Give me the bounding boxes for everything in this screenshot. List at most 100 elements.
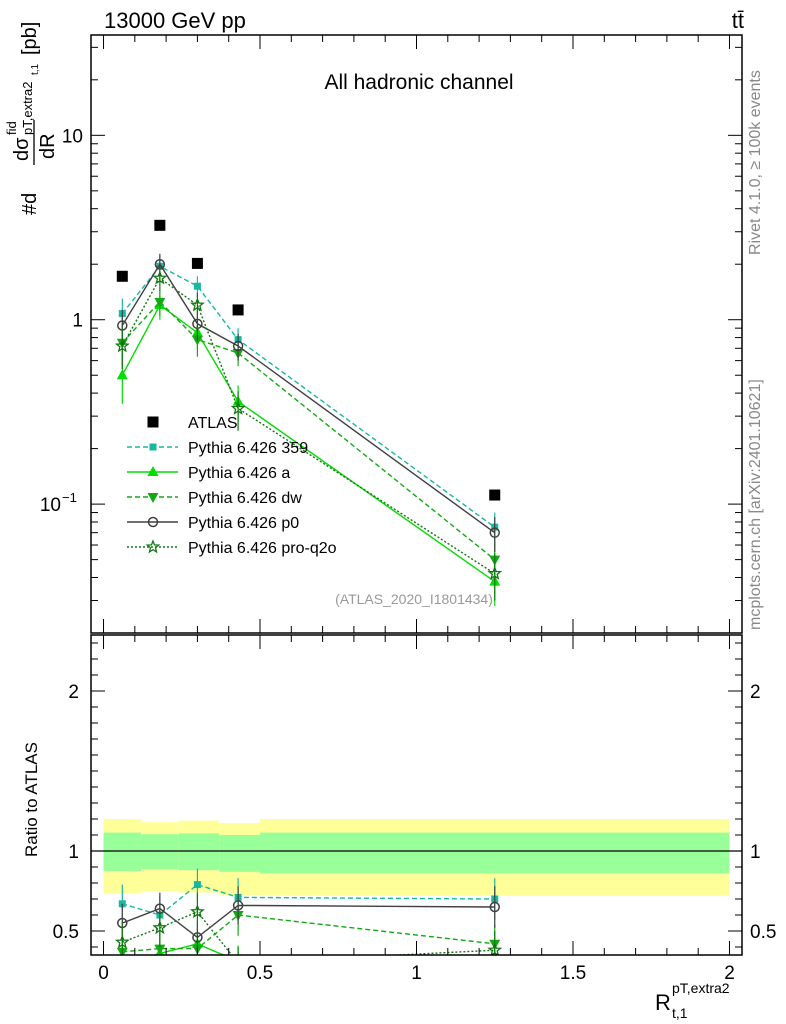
ratio-point (232, 900, 244, 911)
data-point (489, 527, 500, 538)
ratio-y-tick-label: 0.5 (53, 922, 79, 943)
ratio-line (122, 904, 495, 939)
ratio-panel: 0.5 0.5 1 1 2 2 0 0.5 1 1.5 2 Ratio to ATLAS R pT,… (22, 634, 776, 1021)
legend-label: Pythia 6.426 359 (188, 440, 308, 457)
legend-entry: ATLAS (147, 415, 238, 432)
legend-marker (147, 493, 159, 503)
series-3 (116, 289, 501, 582)
legend-entry: Pythia 6.426 a (127, 465, 290, 482)
svg-text:t,1: t,1 (30, 63, 41, 75)
ratio-series-3 (117, 886, 500, 954)
ratio-point (192, 932, 203, 943)
data-point (152, 270, 168, 285)
series-line (121, 277, 496, 575)
energy-label: 13000 GeV pp (104, 8, 246, 33)
ylabel-sub: pT,extra2 (20, 82, 35, 135)
legend-marker (147, 416, 159, 428)
data-point (154, 219, 166, 231)
ratio-point (152, 920, 168, 935)
x-axis-label-sup: pT,extra2 (672, 980, 730, 996)
ratio-line (152, 943, 226, 955)
ratio-point (154, 944, 166, 955)
x-tick-label: 0.5 (247, 963, 273, 984)
rivet-version-label: Rivet 4.1.0, ≥ 100k events (747, 70, 764, 255)
ratio-series-1 (117, 927, 497, 969)
data-point (489, 489, 501, 501)
series-0 (116, 219, 501, 501)
data-point (232, 340, 244, 352)
series-line (121, 262, 496, 534)
ratio-y-tick-label-right: 1 (750, 842, 761, 863)
x-tick-label: 1 (411, 963, 422, 984)
series-5 (114, 267, 503, 601)
series-line (121, 265, 496, 528)
chart-title: All hadronic channel (324, 71, 513, 94)
ratio-point (489, 901, 500, 913)
x-tick-label: 0 (98, 963, 109, 984)
x-tick-label: 2 (724, 963, 735, 984)
data-point (232, 304, 244, 316)
data-point (191, 257, 203, 269)
legend-label: Pythia 6.426 p0 (188, 515, 299, 532)
legend-entry: Pythia 6.426 pro-q2o (127, 539, 337, 557)
ratio-point (114, 934, 130, 949)
legend-entry: Pythia 6.426 dw (127, 490, 302, 507)
legend-entry: Pythia 6.426 359 (127, 440, 308, 457)
ratio-y-tick-label: 1 (68, 842, 79, 863)
analysis-watermark: (ATLAS_2020_I1801434) (335, 591, 493, 607)
ratio-series-4 (114, 892, 503, 968)
legend-label: ATLAS (188, 415, 238, 432)
svg-text:dσ: dσ (11, 137, 33, 161)
svg-text:#d: #d (19, 193, 41, 215)
process-label: tt̄ (732, 8, 744, 33)
legend-entry: Pythia 6.426 p0 (127, 515, 299, 532)
legend-marker (147, 466, 159, 476)
svg-text:pT,extra2: pT,extra2 (20, 82, 35, 135)
legend-marker (149, 443, 157, 451)
ylabel-unit: [pb] (19, 22, 41, 55)
stat-uncertainty-band (141, 834, 179, 870)
svg-text:fid: fid (4, 121, 19, 135)
ratio-point (190, 903, 205, 919)
stat-uncertainty-band (260, 832, 730, 874)
ratio-point (487, 942, 503, 955)
y-tick-label: 10 (40, 495, 61, 516)
svg-text:dR: dR (37, 133, 59, 159)
main-y-axis-label: #d dσ fid pT,extra2 t,1 dR [pb] (4, 22, 59, 215)
y-tick-label: 10 (62, 126, 83, 147)
ylabel-denominator: dR (37, 133, 59, 159)
main-plot-content (114, 219, 503, 607)
ylabel-numerator: dσ (11, 137, 33, 161)
legend-marker (145, 539, 161, 554)
data-point (190, 297, 205, 312)
series-1 (118, 256, 499, 546)
ylabel-prefix: #d (19, 193, 41, 215)
x-axis-label: R (655, 990, 671, 1015)
data-point (116, 270, 128, 282)
ratio-line (122, 883, 495, 916)
ratio-y-tick-label-right: 2 (750, 682, 761, 703)
stat-uncertainty-band (178, 833, 220, 871)
data-point (193, 282, 201, 290)
y-tick-label-exponent: −1 (62, 490, 77, 505)
ratio-point (233, 955, 244, 965)
data-point (114, 338, 130, 353)
ratio-y-tick-label: 2 (68, 682, 79, 703)
ratio-point (117, 959, 128, 969)
data-point (230, 400, 246, 415)
data-point (487, 565, 503, 580)
ratio-axes: 0.5 0.5 1 1 2 2 0 0.5 1 1.5 2 (53, 635, 776, 984)
ratio-point (232, 957, 243, 968)
legend-label: Pythia 6.426 dw (188, 490, 302, 507)
series-4 (117, 253, 500, 552)
source-label: mcplots.cern.ch [arXiv:2401.10621] (747, 379, 764, 630)
ratio-line (122, 914, 495, 953)
data-point (116, 369, 128, 380)
ratio-point (193, 881, 201, 889)
ratio-plot-content (91, 819, 742, 969)
stat-uncertainty-band (103, 832, 142, 871)
legend-label: Pythia 6.426 pro-q2o (188, 540, 337, 557)
data-point (154, 297, 166, 308)
